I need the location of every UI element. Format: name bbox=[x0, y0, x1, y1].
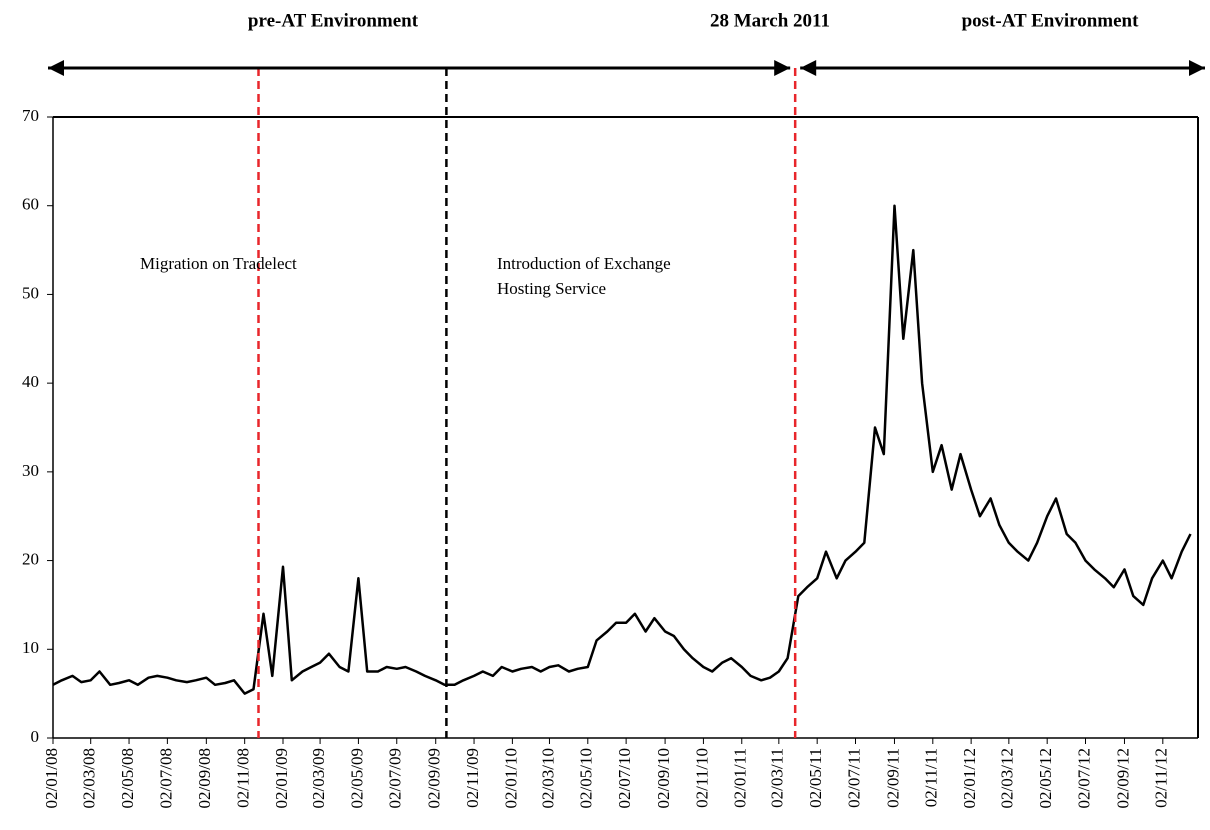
x-tick-label: 02/09/12 bbox=[1113, 748, 1132, 808]
header-label: 28 March 2011 bbox=[710, 10, 830, 31]
y-tick-label: 30 bbox=[22, 461, 39, 480]
post-arrow-head bbox=[1189, 60, 1205, 76]
x-tick-label: 02/11/12 bbox=[1152, 748, 1171, 808]
x-tick-label: 02/01/12 bbox=[960, 748, 979, 808]
post-arrow-head bbox=[800, 60, 817, 76]
header-label: post-AT Environment bbox=[962, 10, 1140, 31]
x-tick-label: 02/07/09 bbox=[386, 748, 405, 808]
x-tick-label: 02/05/12 bbox=[1036, 748, 1055, 808]
x-tick-label: 02/11/11 bbox=[922, 748, 941, 807]
x-tick-label: 02/03/11 bbox=[768, 748, 787, 808]
x-tick-label: 02/09/11 bbox=[883, 748, 902, 808]
x-tick-label: 02/05/08 bbox=[118, 748, 137, 808]
x-tick-label: 02/03/08 bbox=[80, 748, 99, 808]
header-label: pre-AT Environment bbox=[248, 10, 419, 31]
data-line bbox=[52, 204, 1192, 695]
y-tick-label: 20 bbox=[22, 549, 39, 568]
x-tick-label: 02/05/10 bbox=[577, 748, 596, 808]
x-tick-label: 02/09/10 bbox=[654, 748, 673, 808]
x-tick-label: 02/11/09 bbox=[463, 748, 482, 808]
y-tick-label: 10 bbox=[22, 638, 39, 657]
x-tick-label: 02/03/10 bbox=[538, 748, 557, 808]
y-tick-label: 70 bbox=[22, 106, 39, 125]
annotation: Introduction of Exchange bbox=[497, 254, 671, 273]
annotation: Migration on Tradelect bbox=[140, 254, 297, 273]
x-tick-label: 02/05/11 bbox=[806, 748, 825, 808]
y-tick-label: 50 bbox=[22, 283, 39, 302]
x-tick-label: 02/03/12 bbox=[998, 748, 1017, 808]
y-tick-label: 60 bbox=[22, 195, 39, 214]
x-tick-label: 02/11/08 bbox=[234, 748, 253, 808]
x-tick-label: 02/01/09 bbox=[272, 748, 291, 808]
x-tick-label: 02/07/10 bbox=[615, 748, 634, 808]
x-tick-label: 02/07/08 bbox=[156, 748, 175, 808]
x-tick-label: 02/07/11 bbox=[844, 748, 863, 808]
x-tick-label: 02/07/12 bbox=[1074, 748, 1093, 808]
pre-arrow-head bbox=[774, 60, 791, 76]
x-tick-label: 02/01/08 bbox=[42, 748, 61, 808]
x-tick-label: 02/01/11 bbox=[731, 748, 750, 808]
x-tick-label: 02/03/09 bbox=[309, 748, 328, 808]
y-tick-label: 0 bbox=[31, 727, 40, 746]
y-tick-label: 40 bbox=[22, 372, 39, 391]
x-tick-label: 02/01/10 bbox=[501, 748, 520, 808]
pre-arrow-head bbox=[48, 60, 64, 76]
x-tick-label: 02/11/10 bbox=[692, 748, 711, 808]
x-tick-label: 02/05/09 bbox=[347, 748, 366, 808]
x-tick-label: 02/09/08 bbox=[195, 748, 214, 808]
x-tick-label: 02/09/09 bbox=[425, 748, 444, 808]
annotation: Hosting Service bbox=[497, 279, 606, 298]
